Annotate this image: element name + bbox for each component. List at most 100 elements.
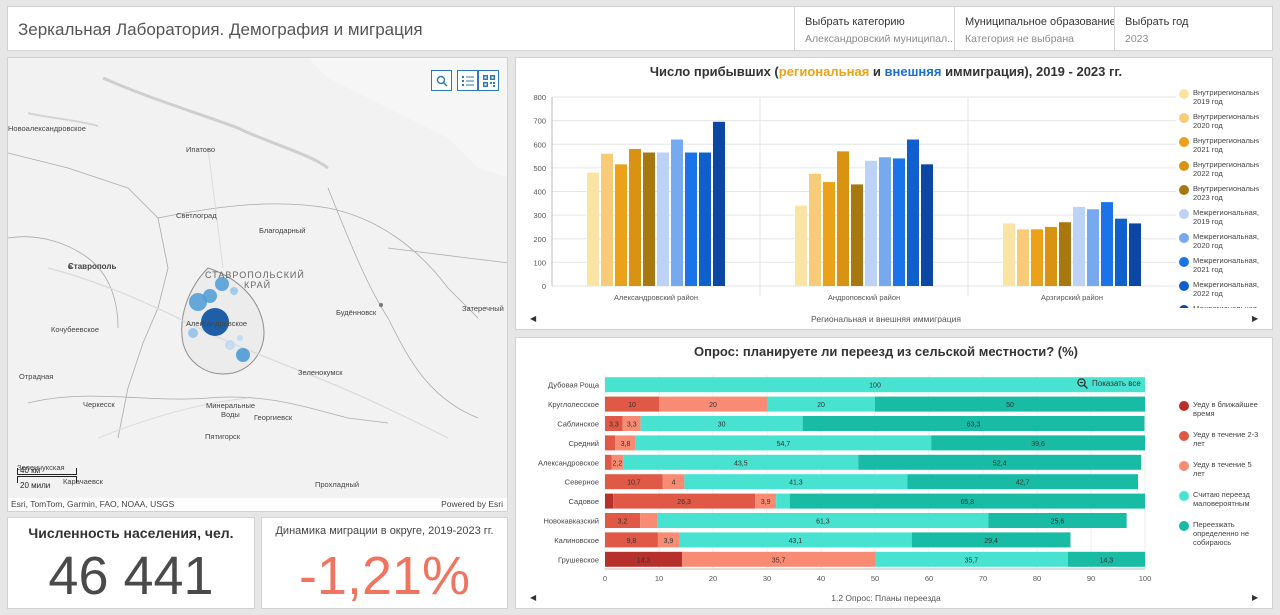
bar[interactable] [907, 139, 919, 286]
bar[interactable] [657, 152, 669, 286]
stacked-bar-segment[interactable] [767, 396, 875, 412]
arrivals-bar-chart[interactable]: 0 100 200 300 400 500 600 700 800 Александровский… [516, 58, 1256, 313]
stacked-bar-segment[interactable] [911, 532, 1071, 548]
stacked-bar-segment[interactable] [613, 493, 756, 509]
map-attribution[interactable]: Esri, TomTom, Garmin, FAO, NOAA, USGS [11, 499, 175, 509]
bar[interactable] [1101, 202, 1113, 286]
stacked-bar-segment[interactable] [605, 416, 623, 431]
stacked-bar-segment[interactable] [659, 396, 767, 412]
survey-chart-legend[interactable]: Уеду в ближайшее время Уеду в течение 2-3… [1179, 400, 1259, 590]
bar[interactable] [795, 205, 807, 286]
stacked-bar-segment[interactable] [802, 416, 1145, 431]
stacked-bar-segment[interactable] [615, 435, 636, 451]
stacked-bar-segment[interactable] [682, 551, 875, 567]
bar[interactable] [837, 151, 849, 286]
legend-item[interactable]: Межрегиональная, 2019 год [1179, 208, 1259, 226]
bar[interactable] [629, 148, 641, 286]
legend-item[interactable]: Межрегиональная, 2022 год [1179, 280, 1259, 298]
survey-stacked-bar-chart[interactable]: 0 10 20 30 40 50 60 70 80 90 100 Дубовая Роща 100 Кру… [516, 338, 1256, 590]
chart1-scroll-right-icon[interactable]: ▶ [1252, 314, 1259, 323]
bar[interactable] [671, 139, 683, 286]
map-qr-button[interactable] [478, 70, 499, 91]
bar[interactable] [1129, 223, 1141, 286]
legend-item[interactable]: Переезжать определенно не собираюсь [1179, 520, 1259, 547]
stacked-bar-segment[interactable] [605, 435, 616, 451]
municipality-selector[interactable]: Муниципальное образование Категория не в… [954, 7, 1114, 50]
bar[interactable] [823, 182, 835, 286]
bar[interactable] [587, 172, 599, 286]
bar[interactable] [699, 152, 711, 286]
stacked-bar-segment[interactable] [622, 416, 641, 431]
stacked-bar-segment[interactable] [605, 551, 683, 567]
bar[interactable] [601, 153, 613, 286]
legend-item[interactable]: Межрегиональная, 2021 год [1179, 256, 1259, 274]
stacked-bar-segment[interactable] [635, 435, 932, 451]
bar[interactable] [879, 157, 891, 286]
stacked-bar-segment[interactable] [776, 493, 790, 509]
stacked-bar-segment[interactable] [662, 474, 685, 490]
bar[interactable] [615, 164, 627, 286]
stacked-bar-segment[interactable] [611, 454, 624, 470]
stacked-bar-segment[interactable] [605, 454, 612, 470]
stacked-bar-segment[interactable] [640, 416, 803, 431]
bar[interactable] [1045, 226, 1057, 286]
bar[interactable] [685, 152, 697, 286]
stacked-bar-segment[interactable] [678, 532, 912, 548]
year-selector[interactable]: Выбрать год 2023 [1114, 7, 1273, 50]
legend-item[interactable]: Межрегиональная, 2020 год [1179, 232, 1259, 250]
stacked-bar-segment[interactable] [931, 435, 1145, 451]
stacked-bar-segment[interactable] [605, 377, 1145, 393]
legend-item[interactable]: Внутрирегиональная, 2021 год [1179, 136, 1259, 154]
bar[interactable] [1031, 229, 1043, 286]
stacked-bar-segment[interactable] [875, 396, 1145, 412]
stacked-bar-segment[interactable] [875, 551, 1068, 567]
stacked-bar-segment[interactable] [605, 532, 658, 548]
bar[interactable] [1087, 209, 1099, 286]
bar[interactable] [1003, 223, 1015, 286]
stacked-bar-segment[interactable] [858, 454, 1142, 470]
legend-item[interactable]: Уеду в ближайшее время [1179, 400, 1259, 418]
legend-item[interactable]: Уеду в течение 2-3 лет [1179, 430, 1259, 448]
map-search-button[interactable] [431, 70, 452, 91]
legend-item[interactable]: Межрегиональная, 2023 год [1179, 304, 1259, 308]
legend-item[interactable]: Уеду в течение 5 лет [1179, 460, 1259, 478]
legend-item[interactable]: Внутрирегиональная, 2020 год [1179, 112, 1259, 130]
stacked-bar-segment[interactable] [605, 493, 614, 509]
legend-item[interactable]: Внутрирегиональная, 2019 год [1179, 88, 1259, 106]
chart2-scroll-right-icon[interactable]: ▶ [1252, 593, 1259, 602]
stacked-bar-segment[interactable] [657, 513, 989, 528]
stacked-bar-segment[interactable] [605, 513, 641, 528]
map-panel[interactable]: Новоалександровское Ипатово Светлоград Б… [7, 57, 508, 512]
show-all-button[interactable]: Показать все [1077, 378, 1141, 389]
bar[interactable] [921, 164, 933, 286]
stacked-bar-segment[interactable] [605, 396, 659, 412]
bar[interactable] [1017, 229, 1029, 286]
bar[interactable] [1073, 206, 1085, 286]
bar[interactable] [713, 121, 725, 287]
stacked-bar-segment[interactable] [1067, 551, 1145, 567]
stacked-bar-segment[interactable] [640, 513, 658, 528]
legend-item[interactable]: Внутрирегиональная, 2023 год [1179, 184, 1259, 202]
chart2-scroll-left-icon[interactable]: ◀ [530, 593, 537, 602]
bar[interactable] [643, 152, 655, 286]
bar[interactable] [1115, 218, 1127, 286]
bar[interactable] [893, 158, 905, 286]
stacked-bar-segment[interactable] [789, 493, 1145, 509]
map-canvas[interactable]: Новоалександровское Ипатово Светлоград Б… [8, 58, 508, 512]
bar[interactable] [1059, 222, 1071, 286]
legend-item[interactable]: Считаю переезд маловероятным [1179, 490, 1259, 508]
arrivals-chart-legend[interactable]: Внутрирегиональная, 2019 год Внутрирегион… [1179, 88, 1259, 308]
stacked-bar-segment[interactable] [605, 474, 663, 490]
powered-by-esri-link[interactable]: Powered by Esri [441, 499, 503, 509]
stacked-bar-segment[interactable] [657, 532, 679, 548]
stacked-bar-segment[interactable] [907, 474, 1138, 490]
legend-item[interactable]: Внутрирегиональная, 2022 год [1179, 160, 1259, 178]
category-selector[interactable]: Выбрать категорию Александровский муници… [794, 7, 956, 50]
chart1-scroll-left-icon[interactable]: ◀ [530, 314, 537, 323]
stacked-bar-segment[interactable] [755, 493, 777, 509]
bar[interactable] [851, 184, 863, 286]
map-legend-button[interactable] [457, 70, 478, 91]
stacked-bar-segment[interactable] [988, 513, 1127, 528]
bar[interactable] [865, 160, 877, 286]
bar[interactable] [809, 173, 821, 286]
